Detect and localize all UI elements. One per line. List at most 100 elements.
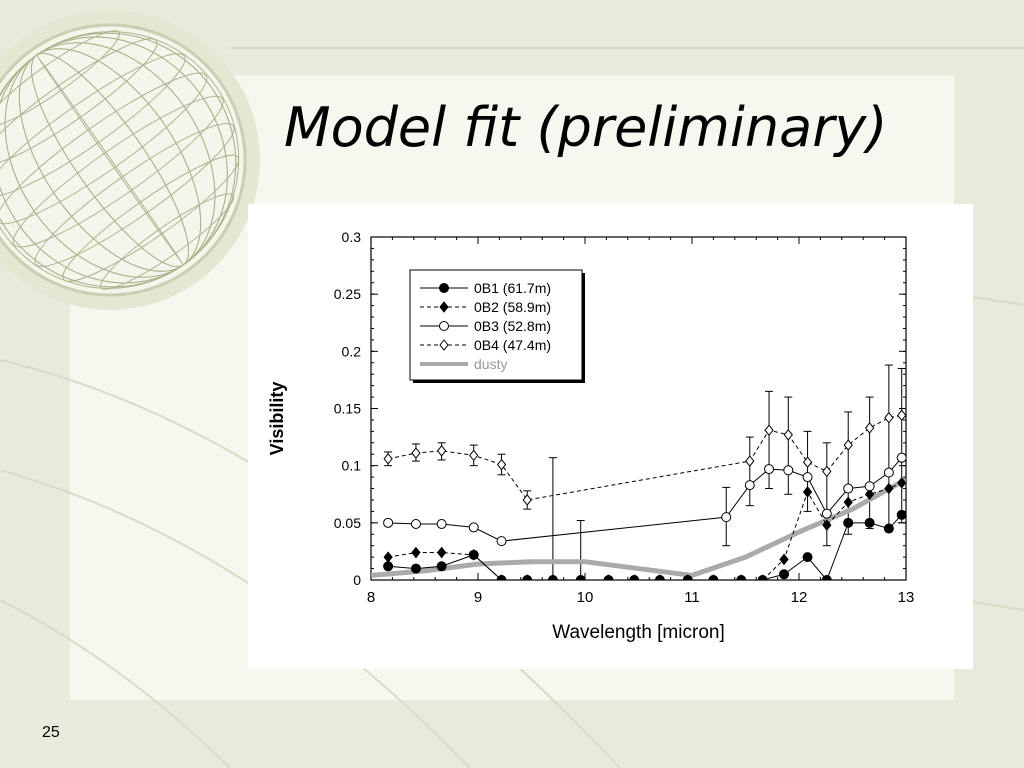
data-point <box>411 447 421 459</box>
legend-label: dusty <box>474 356 507 372</box>
series-line <box>388 482 902 580</box>
data-point <box>802 472 813 483</box>
legend <box>409 269 583 381</box>
legend-label: 0B1 (61.7m) <box>474 280 551 296</box>
data-point <box>822 519 832 531</box>
data-point <box>802 486 813 498</box>
y-tick-label: 0.05 <box>334 515 361 531</box>
y-tick-label: 0.2 <box>342 343 362 359</box>
data-point <box>864 517 875 528</box>
legend-entry: 0B4 (47.4m) <box>420 337 551 353</box>
data-point <box>884 482 894 495</box>
data-point <box>802 552 813 563</box>
data-point <box>822 465 832 478</box>
data-point <box>843 496 853 509</box>
x-axis-label: Wavelength [micron] <box>552 622 724 643</box>
slide-title: Model fit (preliminary) <box>284 96 888 159</box>
series-2 <box>383 452 906 547</box>
chart-panel: 0 0.05 0.1 0.15 0.2 0.25 0.3 8 9 10 11 12 13 Waveleng… <box>248 204 973 669</box>
data-point <box>496 536 507 547</box>
y-tick-label: 0 <box>353 572 361 588</box>
data-point <box>383 561 394 572</box>
data-point <box>496 458 507 471</box>
legend-marker <box>439 283 449 293</box>
data-point <box>821 508 832 519</box>
data-point <box>708 574 719 580</box>
data-point <box>783 428 793 441</box>
data-point <box>802 456 813 469</box>
x-tick-label: 10 <box>577 589 594 606</box>
legend-entry: 0B2 (58.9m) <box>420 299 551 315</box>
data-point <box>603 574 614 580</box>
x-tick-label: 11 <box>684 589 700 606</box>
slide-number: 25 <box>42 724 60 741</box>
data-point <box>410 518 421 529</box>
data-point <box>469 549 479 561</box>
data-point <box>764 424 774 437</box>
series-line <box>371 477 906 578</box>
data-point <box>744 480 755 491</box>
data-point <box>843 483 854 494</box>
data-point <box>864 488 875 501</box>
y-tick-label: 0.25 <box>334 286 361 302</box>
legend-marker <box>439 321 449 331</box>
x-tick-label: 12 <box>791 589 808 606</box>
data-point <box>522 574 532 580</box>
data-point <box>864 422 875 434</box>
data-point <box>757 574 768 580</box>
data-point <box>436 546 447 559</box>
series-4 <box>371 477 906 578</box>
data-point <box>896 452 906 463</box>
data-point <box>821 575 832 580</box>
legend-label: 0B2 (58.9m) <box>474 299 551 315</box>
legend-entry: 0B1 (61.7m) <box>420 280 551 296</box>
legend-entry: dusty <box>420 356 507 372</box>
data-point <box>864 481 875 492</box>
data-point <box>383 517 394 528</box>
data-point <box>683 574 693 580</box>
x-tick-label: 8 <box>367 589 375 606</box>
legend-marker <box>439 301 449 313</box>
data-point <box>410 563 421 574</box>
data-point <box>764 464 775 475</box>
data-point <box>522 494 532 506</box>
y-tick-label: 0.1 <box>342 458 362 474</box>
data-point <box>884 411 894 424</box>
data-point <box>383 453 393 465</box>
x-tick-label: 9 <box>474 589 482 606</box>
globe-decoration <box>0 10 260 310</box>
data-point <box>469 449 479 462</box>
data-point <box>629 574 639 580</box>
data-point <box>883 523 894 534</box>
data-point <box>843 517 854 528</box>
plot-area <box>371 364 906 580</box>
data-point <box>496 574 507 580</box>
data-point <box>736 574 746 580</box>
data-point <box>655 574 665 580</box>
y-axis-label: Visibility <box>267 382 287 456</box>
y-tick-label: 0.3 <box>342 229 362 245</box>
data-point <box>436 518 447 529</box>
series-1 <box>383 477 906 580</box>
data-point <box>843 439 853 451</box>
x-tick-label: 13 <box>898 589 915 606</box>
data-point <box>897 409 906 422</box>
data-point <box>548 574 558 580</box>
data-point <box>411 546 421 559</box>
data-point <box>779 553 789 566</box>
data-point <box>436 445 447 457</box>
data-point <box>883 467 894 478</box>
data-point <box>468 522 479 533</box>
legend-marker <box>439 339 449 351</box>
data-point <box>436 561 447 572</box>
series-line <box>388 414 902 501</box>
data-point <box>779 569 790 580</box>
legend-label: 0B3 (52.8m) <box>474 318 551 334</box>
data-point <box>897 477 906 489</box>
series-3 <box>383 409 906 506</box>
data-point <box>576 574 586 580</box>
series-line <box>388 514 903 580</box>
data-point <box>383 551 393 563</box>
visibility-chart: 0 0.05 0.1 0.15 0.2 0.25 0.3 8 9 10 11 12 13 Waveleng… <box>267 229 915 643</box>
legend-label: 0B4 (47.4m) <box>474 337 551 353</box>
